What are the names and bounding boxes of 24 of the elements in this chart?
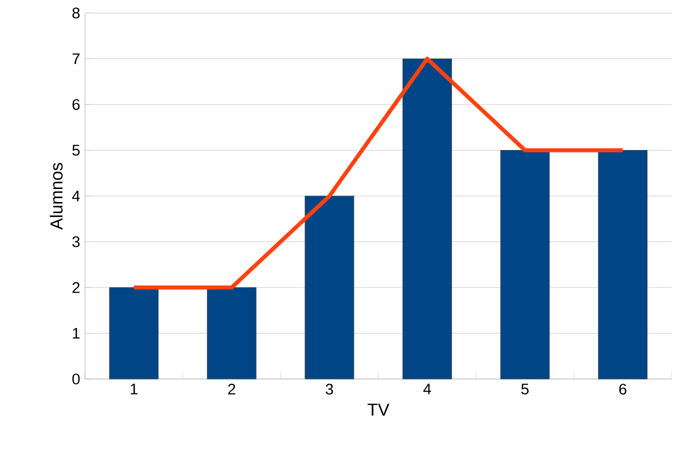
y-tick-label: 6 — [72, 99, 80, 110]
bar — [109, 287, 159, 380]
y-tick-label: 7 — [72, 53, 80, 64]
bar — [402, 58, 452, 380]
y-tick-label: 2 — [72, 282, 80, 293]
x-tick-label: 2 — [228, 384, 236, 394]
line-series — [132, 56, 625, 290]
y-tick-label: 1 — [72, 328, 80, 339]
y-tick-label: 0 — [72, 374, 80, 384]
x-tick-label: 5 — [521, 384, 529, 394]
x-tick-label: 4 — [423, 384, 432, 394]
bar — [304, 196, 354, 380]
bar — [500, 150, 550, 380]
y-tick-label: 4 — [72, 190, 80, 202]
x-tick-label: 3 — [326, 384, 334, 395]
x-axis-title: TV — [368, 404, 390, 416]
y-tick-label: 8 — [72, 8, 80, 18]
y-tick-label: 3 — [72, 236, 80, 248]
x-tick-label: 6 — [619, 384, 626, 395]
y-axis-title: Alumnos — [50, 162, 63, 230]
y-tick-label: 5 — [72, 144, 80, 156]
x-tick-label: 1 — [130, 384, 138, 394]
bar — [206, 287, 256, 380]
bar — [598, 150, 648, 380]
